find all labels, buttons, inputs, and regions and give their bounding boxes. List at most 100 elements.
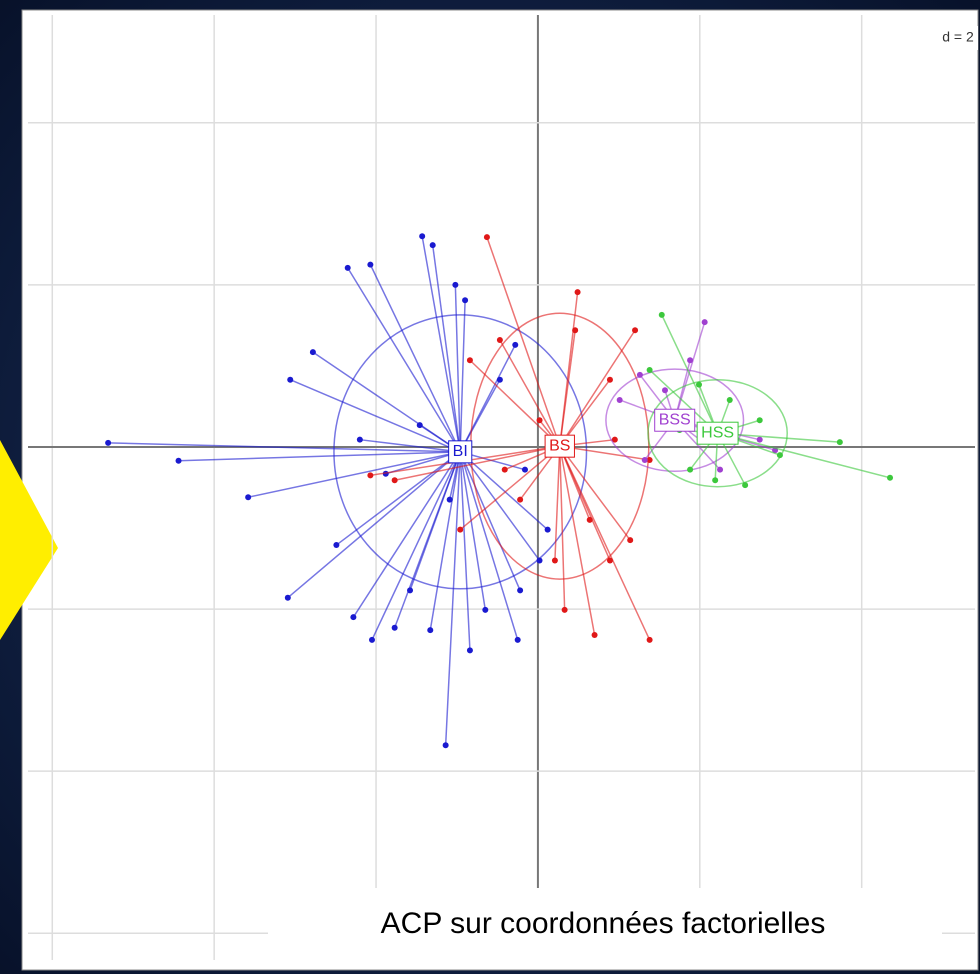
point	[391, 477, 398, 484]
point	[452, 281, 459, 288]
star-line	[421, 236, 461, 452]
star-line	[459, 445, 561, 531]
point	[333, 542, 340, 549]
star-line	[486, 236, 561, 447]
point	[574, 289, 581, 296]
point	[776, 452, 783, 459]
point	[446, 496, 453, 503]
point	[483, 234, 490, 241]
point	[836, 439, 843, 446]
point	[419, 233, 426, 240]
point	[429, 242, 436, 249]
plot-panel	[21, 9, 979, 971]
star-line	[454, 284, 461, 452]
point	[551, 557, 558, 564]
point	[658, 311, 665, 318]
star-line	[559, 330, 576, 447]
point	[717, 466, 724, 473]
star-line	[335, 451, 461, 546]
star-line	[559, 329, 636, 447]
point	[646, 456, 653, 463]
point	[496, 336, 503, 343]
point	[606, 376, 613, 383]
star-line	[459, 300, 466, 452]
point	[105, 439, 112, 446]
point	[646, 366, 653, 373]
star-line	[394, 445, 560, 481]
point	[442, 742, 449, 749]
point	[350, 614, 357, 621]
star-line	[459, 451, 487, 610]
grid-label: d = 2	[942, 29, 974, 45]
point	[427, 627, 434, 634]
point	[687, 466, 694, 473]
point	[632, 327, 639, 334]
class-label: BSS	[659, 411, 691, 428]
star-line	[469, 359, 561, 447]
star-line	[352, 451, 461, 618]
point	[245, 494, 252, 501]
point	[627, 537, 634, 544]
star-line	[459, 451, 549, 531]
class-ellipse	[605, 368, 745, 473]
point	[536, 557, 543, 564]
point	[641, 456, 648, 463]
star-line	[444, 451, 461, 746]
point	[521, 466, 528, 473]
point	[591, 632, 598, 639]
point	[572, 327, 579, 334]
star-line	[459, 344, 516, 453]
caption: ACP sur coordonnées factorielles	[381, 907, 826, 940]
point	[756, 436, 763, 443]
class-ellipse	[333, 314, 588, 590]
point	[561, 606, 568, 613]
class-center	[544, 434, 575, 458]
star-line	[717, 432, 891, 479]
star-line	[559, 446, 566, 610]
point	[514, 636, 521, 643]
class-label: BI	[453, 443, 468, 460]
point	[482, 606, 489, 613]
point	[367, 472, 374, 479]
point	[544, 526, 551, 533]
point	[416, 422, 423, 429]
point	[756, 417, 763, 424]
class-label: BS	[549, 437, 570, 454]
star-line	[459, 451, 519, 641]
star-line	[559, 446, 596, 636]
class-center	[696, 421, 739, 445]
star-line	[347, 267, 461, 453]
point	[462, 297, 469, 304]
star-line	[431, 245, 461, 452]
point	[887, 474, 894, 481]
point	[175, 457, 182, 464]
arrow-shape	[0, 440, 58, 640]
point	[284, 594, 291, 601]
point	[407, 587, 414, 594]
star-line	[429, 451, 461, 631]
star-line	[661, 314, 719, 434]
star-line	[459, 451, 471, 651]
class-label: HSS	[701, 424, 734, 441]
point	[611, 436, 618, 443]
point	[616, 396, 623, 403]
star-line	[369, 264, 461, 453]
point	[368, 636, 375, 643]
grid-label-box	[938, 26, 978, 50]
point	[695, 381, 702, 388]
star-line	[554, 446, 561, 561]
star-line	[248, 451, 461, 498]
star-line	[108, 442, 461, 453]
point	[457, 526, 464, 533]
point	[701, 319, 708, 326]
point	[517, 496, 524, 503]
point	[687, 357, 694, 364]
point	[512, 341, 519, 348]
point	[646, 636, 653, 643]
star-line	[289, 379, 461, 453]
class-center	[654, 408, 696, 432]
star-line	[459, 451, 541, 561]
star-line	[459, 451, 521, 591]
point	[391, 624, 398, 631]
